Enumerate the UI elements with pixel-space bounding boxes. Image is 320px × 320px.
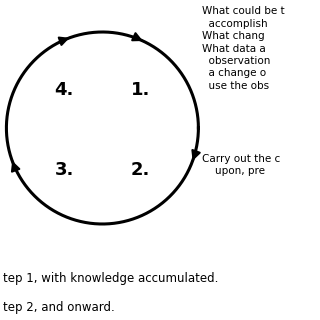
- Text: tep 1, with knowledge accumulated.: tep 1, with knowledge accumulated.: [3, 272, 219, 285]
- Text: tep 2, and onward.: tep 2, and onward.: [3, 301, 115, 314]
- Text: What could be t
  accomplish
What chang
What data a
  observation
  a change o
 : What could be t accomplish What chang Wh…: [202, 6, 284, 91]
- Text: Carry out the c
    upon, pre: Carry out the c upon, pre: [202, 154, 280, 176]
- Text: 1.: 1.: [131, 81, 150, 99]
- Text: 2.: 2.: [131, 161, 150, 179]
- Text: 3.: 3.: [54, 161, 74, 179]
- Text: 4.: 4.: [54, 81, 74, 99]
